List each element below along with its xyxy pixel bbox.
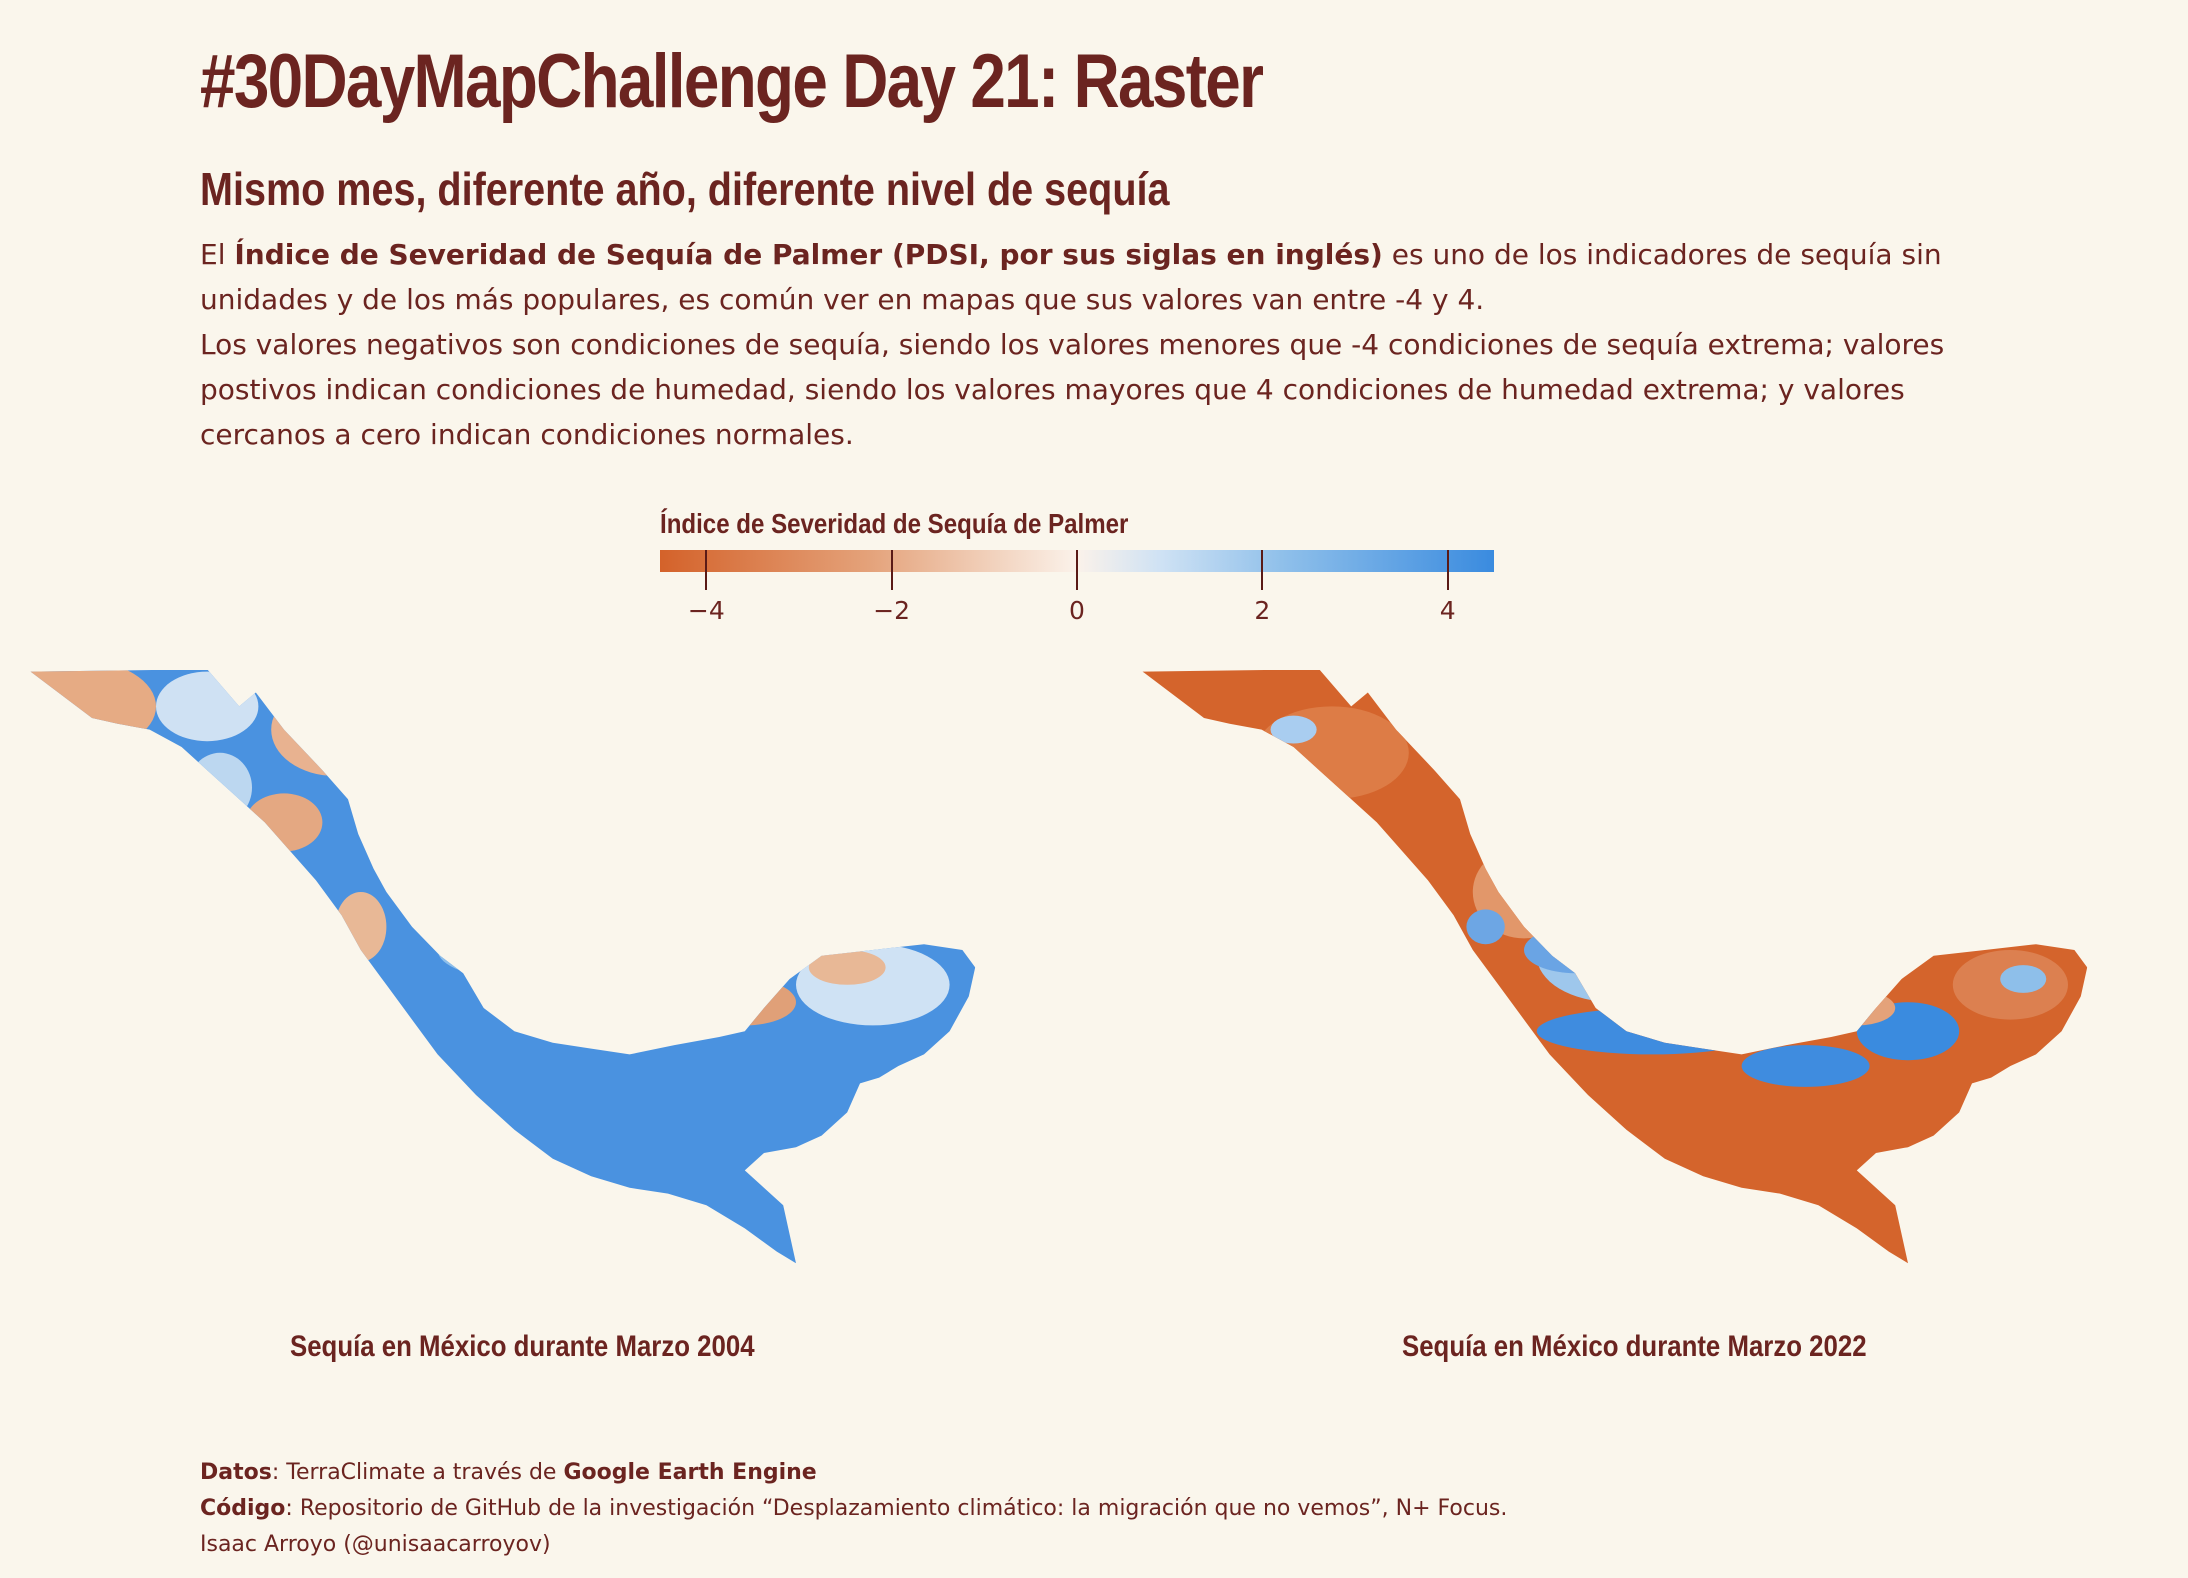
credits: Datos: TerraClimate a través de Google E…	[200, 1455, 1507, 1563]
credits-datos-key: Datos	[200, 1460, 272, 1485]
legend-tick-label: −2	[873, 596, 911, 625]
description-paragraph-1: El Índice de Severidad de Sequía de Palm…	[200, 232, 2000, 322]
legend-tick-label: 4	[1439, 596, 1456, 625]
description-text: es uno de los indicadores de sequía sin …	[200, 238, 1942, 316]
legend-tick	[890, 550, 893, 590]
color-legend: Índice de Severidad de Sequía de Palmer …	[660, 508, 1494, 625]
legend-title: Índice de Severidad de Sequía de Palmer	[660, 508, 1129, 539]
description-paragraph-2: Los valores negativos son condiciones de…	[200, 328, 1945, 451]
mexico-map-2004	[30, 670, 976, 1264]
page-subtitle: Mismo mes, diferente año, diferente nive…	[200, 163, 1170, 215]
credits-author: Isaac Arroyo (@unisaacarroyov)	[200, 1532, 551, 1557]
legend-tick-label: 0	[1069, 596, 1085, 625]
map-2022-caption: Sequía en México durante Marzo 2022	[1402, 1330, 1867, 1363]
credits-datos-source: Google Earth Engine	[563, 1460, 817, 1485]
legend-tick	[705, 550, 708, 590]
pdsi-name: Índice de Severidad de Sequía de Palmer …	[234, 238, 1383, 271]
page-title: #30DayMapChallenge Day 21: Raster	[200, 39, 1264, 124]
legend-tick	[1076, 550, 1078, 590]
map-2004	[28, 670, 1058, 1300]
credits-codigo-text: : Repositorio de GitHub de la investigac…	[285, 1496, 1508, 1521]
legend-tick-label: −4	[687, 596, 725, 625]
legend-tick	[1261, 550, 1264, 590]
mexico-map-2022	[1142, 670, 2088, 1264]
legend-colorbar: −4 −2 0 2 4	[660, 550, 1494, 625]
credits-datos-text: : TerraClimate a través de	[271, 1460, 564, 1485]
description: El Índice de Severidad de Sequía de Palm…	[200, 232, 2000, 457]
legend-tick-label: 2	[1254, 596, 1271, 625]
legend-tick	[1446, 550, 1449, 590]
map-2022	[1140, 670, 2170, 1300]
credits-codigo-key: Código	[200, 1496, 286, 1521]
map-2004-caption: Sequía en México durante Marzo 2004	[290, 1330, 755, 1363]
description-text: El	[200, 238, 235, 271]
credits-codigo: Código: Repositorio de GitHub de la inve…	[200, 1491, 1507, 1527]
credits-datos: Datos: TerraClimate a través de Google E…	[200, 1455, 1507, 1491]
